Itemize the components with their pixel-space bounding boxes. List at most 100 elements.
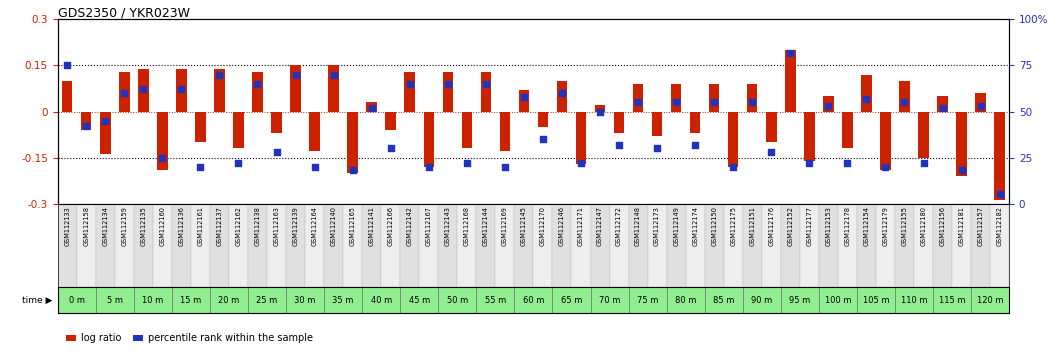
Bar [819,204,838,287]
Bar [553,204,572,287]
Text: GSM112135: GSM112135 [141,206,146,246]
Text: 10 m: 10 m [143,296,164,304]
Point [858,96,875,102]
Point [135,87,152,92]
Bar [309,112,320,152]
Bar [728,112,738,167]
Text: 0 m: 0 m [69,296,85,304]
Point [896,99,913,105]
Text: 90 m: 90 m [751,296,772,304]
Bar [476,204,495,287]
Bar [286,287,324,313]
Text: GSM112139: GSM112139 [293,206,299,246]
Text: GSM112150: GSM112150 [711,206,718,246]
Bar [420,204,438,287]
Text: GSM112166: GSM112166 [388,206,393,246]
Text: GSM112160: GSM112160 [159,206,166,246]
Bar [514,204,533,287]
Bar [553,287,591,313]
Text: 100 m: 100 m [825,296,851,304]
Bar [591,204,609,287]
Bar [861,75,872,112]
Text: GSM112181: GSM112181 [959,206,965,246]
Text: 55 m: 55 m [485,296,506,304]
Point [573,160,590,166]
Bar [191,204,210,287]
Text: 85 m: 85 m [713,296,734,304]
Bar [628,204,647,287]
Text: GSM112154: GSM112154 [863,206,870,246]
Text: 70 m: 70 m [599,296,620,304]
Text: 5 m: 5 m [107,296,123,304]
Bar [272,112,282,133]
Point [515,94,532,99]
Point [344,167,361,173]
Text: 65 m: 65 m [561,296,582,304]
Bar [248,204,267,287]
Point [648,145,665,151]
Bar [214,69,224,112]
Bar [952,204,971,287]
Text: GDS2350 / YKR023W: GDS2350 / YKR023W [58,6,190,19]
Bar [100,112,110,154]
Text: GSM112178: GSM112178 [844,206,851,246]
Point [877,164,894,170]
Text: GSM112182: GSM112182 [997,206,1003,246]
Text: 20 m: 20 m [218,296,239,304]
Bar [120,72,129,112]
Bar [58,204,77,287]
Text: GSM112153: GSM112153 [826,206,832,246]
Bar [252,72,262,112]
Point [763,149,779,155]
Bar [876,204,895,287]
Point [306,164,323,170]
Text: GSM112172: GSM112172 [616,206,622,246]
Text: GSM112152: GSM112152 [788,206,793,246]
Text: GSM112177: GSM112177 [807,206,812,246]
Bar [762,204,780,287]
Text: GSM112159: GSM112159 [122,206,127,246]
Bar [134,204,153,287]
Bar [157,112,168,170]
Point [230,160,247,166]
Point [458,160,475,166]
Bar [671,84,682,112]
Bar [233,112,243,148]
Bar [933,204,952,287]
Bar [690,112,701,133]
Bar [210,204,229,287]
Bar [405,72,415,112]
Bar [362,287,401,313]
Bar [81,112,91,130]
Point [115,90,132,96]
Bar [628,287,666,313]
Bar [633,84,643,112]
Text: GSM112140: GSM112140 [330,206,337,246]
Point [592,109,608,114]
Bar [743,204,762,287]
Bar [819,287,857,313]
Bar [62,81,72,112]
Bar [495,204,514,287]
Text: 60 m: 60 m [522,296,544,304]
Point [706,99,723,105]
Point [382,145,399,151]
Bar [518,90,529,112]
Text: time ▶: time ▶ [22,296,52,304]
Bar [971,287,1009,313]
Bar [248,287,286,313]
Bar [114,204,134,287]
Text: 120 m: 120 m [977,296,1003,304]
Text: GSM112149: GSM112149 [673,206,679,246]
Bar [557,81,568,112]
Point [269,149,285,155]
Bar [77,204,95,287]
Text: GSM112170: GSM112170 [540,206,545,246]
Point [782,50,798,56]
Text: GSM112134: GSM112134 [102,206,108,246]
Bar [462,112,472,148]
Bar [343,204,362,287]
Point [59,63,76,68]
Text: 40 m: 40 m [370,296,392,304]
Text: GSM112163: GSM112163 [274,206,279,246]
